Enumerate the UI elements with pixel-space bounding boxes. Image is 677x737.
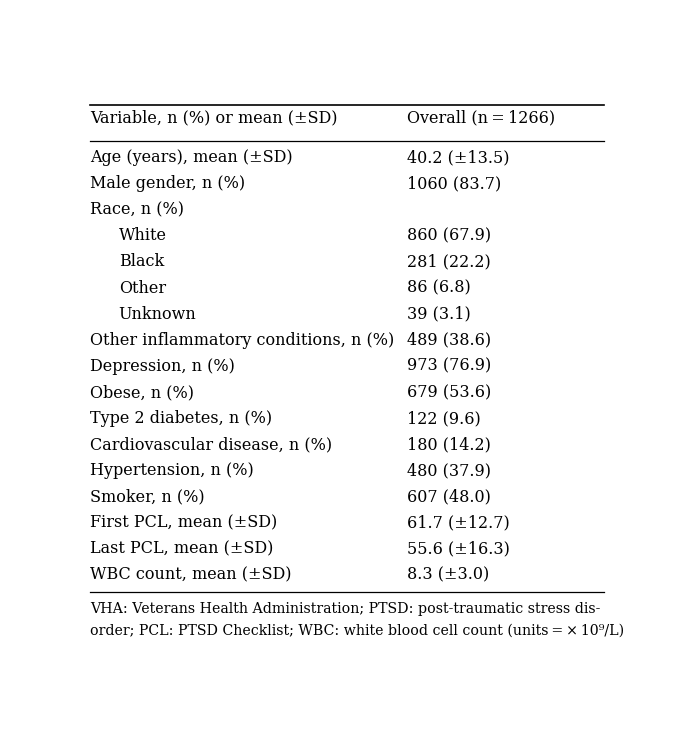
- Text: Hypertension, n (%): Hypertension, n (%): [90, 462, 254, 479]
- Text: Type 2 diabetes, n (%): Type 2 diabetes, n (%): [90, 410, 272, 427]
- Text: Obese, n (%): Obese, n (%): [90, 384, 194, 401]
- Text: 8.3 (±3.0): 8.3 (±3.0): [408, 567, 489, 584]
- Text: Other inflammatory conditions, n (%): Other inflammatory conditions, n (%): [90, 332, 394, 349]
- Text: 480 (37.9): 480 (37.9): [408, 462, 492, 479]
- Text: 55.6 (±16.3): 55.6 (±16.3): [408, 540, 510, 558]
- Text: 489 (38.6): 489 (38.6): [408, 332, 492, 349]
- Text: 973 (76.9): 973 (76.9): [408, 358, 492, 375]
- Text: WBC count, mean (±SD): WBC count, mean (±SD): [90, 567, 291, 584]
- Text: 40.2 (±13.5): 40.2 (±13.5): [408, 149, 510, 166]
- Text: Cardiovascular disease, n (%): Cardiovascular disease, n (%): [90, 436, 332, 453]
- Text: 61.7 (±12.7): 61.7 (±12.7): [408, 514, 510, 531]
- Text: White: White: [118, 227, 167, 245]
- Text: 679 (53.6): 679 (53.6): [408, 384, 492, 401]
- Text: Other: Other: [118, 279, 166, 296]
- Text: Depression, n (%): Depression, n (%): [90, 358, 235, 375]
- Text: Male gender, n (%): Male gender, n (%): [90, 175, 245, 192]
- Text: order; PCL: PTSD Checklist; WBC: white blood cell count (units = × 10⁹/L): order; PCL: PTSD Checklist; WBC: white b…: [90, 624, 624, 638]
- Text: Unknown: Unknown: [118, 306, 196, 323]
- Text: 180 (14.2): 180 (14.2): [408, 436, 492, 453]
- Text: 860 (67.9): 860 (67.9): [408, 227, 492, 245]
- Text: Age (years), mean (±SD): Age (years), mean (±SD): [90, 149, 292, 166]
- Text: Last PCL, mean (±SD): Last PCL, mean (±SD): [90, 540, 274, 558]
- Text: 122 (9.6): 122 (9.6): [408, 410, 481, 427]
- Text: First PCL, mean (±SD): First PCL, mean (±SD): [90, 514, 277, 531]
- Text: Black: Black: [118, 254, 164, 270]
- Text: Race, n (%): Race, n (%): [90, 201, 184, 218]
- Text: 1060 (83.7): 1060 (83.7): [408, 175, 502, 192]
- Text: 281 (22.2): 281 (22.2): [408, 254, 491, 270]
- Text: Variable, n (%) or mean (±SD): Variable, n (%) or mean (±SD): [90, 109, 337, 127]
- Text: 39 (3.1): 39 (3.1): [408, 306, 471, 323]
- Text: VHA: Veterans Health Administration; PTSD: post-traumatic stress dis-: VHA: Veterans Health Administration; PTS…: [90, 602, 600, 616]
- Text: 607 (48.0): 607 (48.0): [408, 489, 492, 506]
- Text: Overall (n = 1266): Overall (n = 1266): [408, 109, 555, 127]
- Text: 86 (6.8): 86 (6.8): [408, 279, 471, 296]
- Text: Smoker, n (%): Smoker, n (%): [90, 489, 204, 506]
